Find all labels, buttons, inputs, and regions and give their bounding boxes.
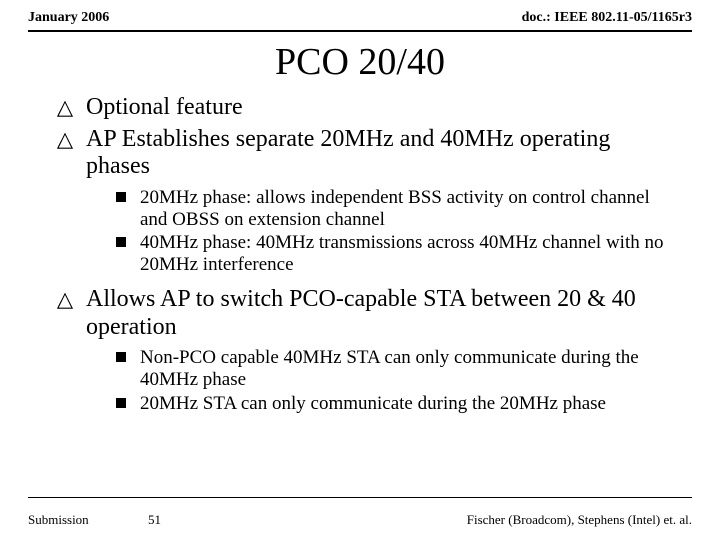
sub-bullet-text: 20MHz STA can only communicate during th… [140, 393, 606, 414]
sub-bullet-list: 20MHz phase: allows independent BSS acti… [116, 187, 680, 276]
sub-bullet-text: Non-PCO capable 40MHz STA can only commu… [140, 347, 639, 390]
sub-bullet: 40MHz phase: 40MHz transmissions across … [116, 232, 680, 276]
footer-left: Submission [28, 512, 89, 528]
triangle-bullet-icon [56, 290, 74, 308]
sub-bullet-text: 20MHz phase: allows independent BSS acti… [140, 187, 650, 230]
footer: Submission 51 Fischer (Broadcom), Stephe… [28, 512, 692, 528]
sub-bullet: Non-PCO capable 40MHz STA can only commu… [116, 347, 680, 391]
triangle-bullet-icon [56, 130, 74, 148]
footer-rule [28, 497, 692, 498]
sub-bullet: 20MHz STA can only communicate during th… [116, 393, 680, 415]
header-docnum: doc.: IEEE 802.11-05/1165r3 [522, 10, 692, 26]
footer-right: Fischer (Broadcom), Stephens (Intel) et.… [467, 512, 692, 528]
square-bullet-icon [116, 237, 126, 247]
content-area: Optional feature AP Establishes separate … [0, 94, 720, 415]
main-bullet-text: Optional feature [86, 94, 243, 120]
square-bullet-icon [116, 192, 126, 202]
main-bullet-list: Optional feature AP Establishes separate … [56, 94, 680, 415]
square-bullet-icon [116, 398, 126, 408]
main-bullet-text: Allows AP to switch PCO-capable STA betw… [86, 286, 636, 340]
main-bullet-text: AP Establishes separate 20MHz and 40MHz … [86, 126, 610, 180]
slide-title: PCO 20/40 [0, 40, 720, 84]
header-rule [28, 30, 692, 32]
slide-number: 51 [148, 512, 161, 528]
sub-bullet-text: 40MHz phase: 40MHz transmissions across … [140, 232, 663, 275]
header: January 2006 doc.: IEEE 802.11-05/1165r3 [0, 0, 720, 30]
main-bullet: Optional feature [56, 94, 680, 122]
square-bullet-icon [116, 352, 126, 362]
main-bullet: Allows AP to switch PCO-capable STA betw… [56, 286, 680, 415]
sub-bullet: 20MHz phase: allows independent BSS acti… [116, 187, 680, 231]
main-bullet: AP Establishes separate 20MHz and 40MHz … [56, 126, 680, 277]
sub-bullet-list: Non-PCO capable 40MHz STA can only commu… [116, 347, 680, 415]
triangle-bullet-icon [56, 98, 74, 116]
header-date: January 2006 [28, 10, 109, 26]
